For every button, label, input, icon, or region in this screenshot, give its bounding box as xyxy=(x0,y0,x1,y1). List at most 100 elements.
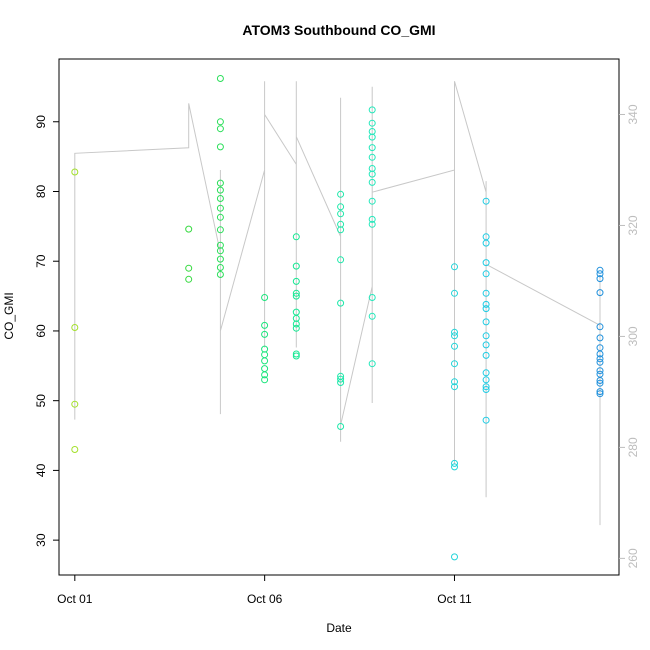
data-point xyxy=(71,446,79,453)
data-point xyxy=(482,239,490,247)
x-tick-label: Oct 11 xyxy=(437,592,472,606)
data-point xyxy=(596,388,604,396)
data-point xyxy=(451,378,458,386)
plot-area: 30 40 50 60 70 80 90 260 280 300 320 340 Oct 01 Oct 0… xyxy=(34,58,640,606)
plot-frame xyxy=(58,58,620,576)
y2-tick-label: 280 xyxy=(626,437,640,457)
x-tick-label: Oct 01 xyxy=(57,592,93,606)
data-point xyxy=(261,330,269,338)
data-point xyxy=(71,324,79,331)
data-point xyxy=(337,299,345,307)
data-point xyxy=(292,262,300,270)
data-point xyxy=(451,289,458,297)
y-tick-label: 30 xyxy=(34,533,48,547)
y-tick-label: 80 xyxy=(34,184,48,198)
data-point xyxy=(216,179,224,187)
data-point xyxy=(216,118,224,126)
data-point xyxy=(368,119,376,127)
data-point xyxy=(368,178,376,186)
data-point xyxy=(292,277,300,285)
data-point xyxy=(337,203,345,211)
data-point xyxy=(216,143,224,151)
data-point xyxy=(596,367,604,375)
data-point xyxy=(216,247,224,255)
data-point xyxy=(368,215,376,223)
data-point xyxy=(216,226,224,234)
data-point xyxy=(337,210,345,218)
data-point xyxy=(292,350,300,358)
data-point xyxy=(216,186,224,194)
data-point xyxy=(368,294,376,301)
data-point xyxy=(292,292,300,300)
data-point xyxy=(451,332,458,340)
data-point xyxy=(482,305,490,313)
data-point xyxy=(482,259,490,267)
data-point xyxy=(71,400,79,408)
data-point xyxy=(261,357,269,365)
x-axis-label: Date xyxy=(326,621,352,635)
data-point xyxy=(185,275,193,283)
data-point xyxy=(596,270,604,278)
data-point xyxy=(596,289,604,297)
data-point xyxy=(451,328,458,336)
chart-title: ATOM3 Southbound CO_GMI xyxy=(242,22,435,38)
data-point xyxy=(216,204,224,212)
data-point xyxy=(337,256,345,264)
data-point xyxy=(482,332,490,340)
data-point xyxy=(292,289,300,297)
data-point xyxy=(482,386,490,393)
data-point xyxy=(261,365,269,373)
data-point xyxy=(482,289,490,297)
data-point xyxy=(368,220,376,228)
data-point xyxy=(216,255,224,263)
data-point xyxy=(451,342,458,350)
x-tick-label: Oct 06 xyxy=(247,592,283,606)
data-point xyxy=(596,334,604,342)
data-point xyxy=(216,271,224,278)
data-point xyxy=(368,133,376,141)
data-point xyxy=(185,264,193,272)
data-point xyxy=(482,300,490,308)
data-point xyxy=(368,197,376,205)
data-point xyxy=(337,423,345,430)
data-point xyxy=(292,320,300,328)
y2-tick-label: 340 xyxy=(626,104,640,124)
data-point xyxy=(596,377,604,384)
data-point xyxy=(337,375,345,383)
data-point xyxy=(451,553,458,561)
data-point xyxy=(451,383,458,391)
data-point xyxy=(292,233,300,241)
y-tick-label: 70 xyxy=(34,254,48,268)
data-point xyxy=(261,321,269,329)
data-point xyxy=(596,390,604,398)
data-point xyxy=(451,360,458,368)
y-tick-label: 50 xyxy=(34,394,48,408)
data-point xyxy=(368,170,376,178)
data-point xyxy=(482,318,490,326)
y-tick-label: 40 xyxy=(34,463,48,477)
data-point xyxy=(261,376,269,384)
data-point xyxy=(261,294,269,301)
data-point xyxy=(368,153,376,161)
data-point xyxy=(596,350,604,358)
data-point xyxy=(596,379,604,387)
data-point xyxy=(482,369,490,377)
data-point xyxy=(216,75,224,82)
data-point xyxy=(216,213,224,221)
data-point xyxy=(216,195,224,202)
y-tick-label: 60 xyxy=(34,324,48,338)
data-point xyxy=(451,463,458,471)
data-point xyxy=(216,264,224,271)
data-point xyxy=(292,352,300,360)
data-point xyxy=(368,360,376,368)
data-point xyxy=(482,416,490,424)
data-point xyxy=(337,379,345,386)
data-point xyxy=(596,266,604,274)
data-point xyxy=(596,355,604,363)
data-point xyxy=(482,270,490,278)
data-point xyxy=(482,197,490,205)
data-point xyxy=(368,312,376,320)
data-point xyxy=(337,226,345,234)
data-point xyxy=(482,341,490,349)
data-point xyxy=(368,144,376,152)
